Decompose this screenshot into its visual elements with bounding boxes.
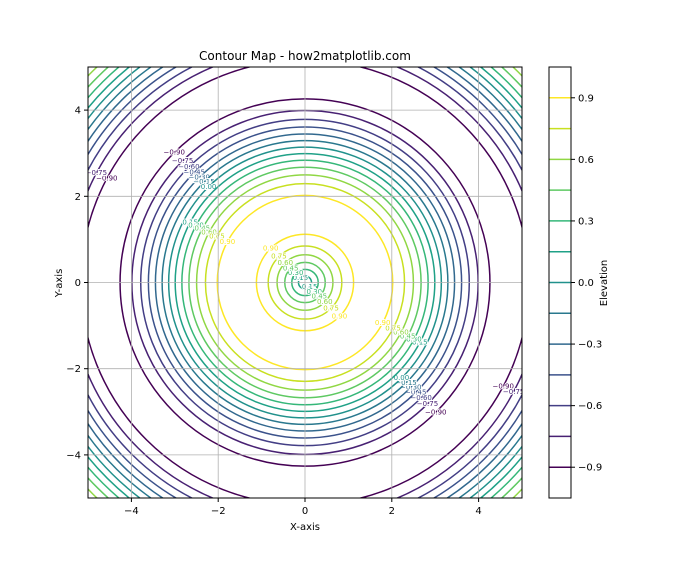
contour-label: 0.60 (393, 329, 409, 337)
x-axis-label: X-axis (290, 522, 320, 533)
colorbar-label: Elevation (599, 260, 610, 306)
contour-label: −0.15 (395, 379, 416, 387)
contour-label: −0.60 (410, 394, 431, 402)
x-tick-label: 4 (475, 506, 481, 517)
colorbar-tick-label: 0.6 (578, 155, 594, 166)
x-tick-label: −2 (211, 506, 226, 517)
y-tick-label: 4 (75, 106, 81, 117)
contour-label: −0.90 (425, 408, 446, 416)
contour-label: −0.60 (178, 163, 199, 171)
contour-label: 0.75 (271, 253, 287, 261)
y-axis-label: Y-axis (54, 269, 65, 299)
contour-label: −0.75 (86, 169, 107, 177)
contour-label: 0.30 (288, 269, 304, 277)
colorbar-tick-label: 0.3 (578, 216, 594, 227)
contour-label: 0.60 (201, 228, 217, 236)
colorbar-tick-label: 0.0 (578, 278, 594, 289)
y-tick-label: 0 (75, 278, 81, 289)
contour-label: −0.45 (184, 169, 205, 177)
contour-label: 0.75 (385, 325, 401, 333)
y-tick-label: −2 (66, 364, 81, 375)
contour-label: 0.15 (293, 274, 309, 282)
contour-label: 0.90 (220, 238, 236, 246)
contour-label: 0.90 (332, 313, 348, 321)
contour-label: −0.75 (172, 157, 193, 165)
contour-label: 0.45 (400, 332, 416, 340)
contour-label: 0.45 (283, 264, 299, 272)
axes-frame (87, 66, 523, 499)
x-tick-label: −4 (124, 506, 139, 517)
contour-label: 0.45 (195, 225, 211, 233)
contour-label: 0.30 (307, 288, 323, 296)
contour-label: 0.30 (406, 336, 422, 344)
contour-label: 0.45 (312, 293, 328, 301)
y-tick-label: −4 (66, 450, 81, 461)
colorbar-tick-label: 0.9 (578, 93, 594, 104)
x-tick-label: 0 (302, 506, 308, 517)
contour-label: −0.75 (417, 400, 438, 408)
contour-label: 0.75 (209, 232, 225, 240)
contour-label: −0.30 (400, 384, 421, 392)
contour-label: 0.15 (182, 218, 198, 226)
colorbar-tick-label: −0.6 (578, 401, 602, 412)
contour-label: 0.30 (188, 221, 204, 229)
contour-label: 0.90 (375, 319, 391, 327)
contour-label: −0.90 (96, 175, 117, 183)
contour-label: 0.00 (201, 183, 217, 191)
contour-label: 0.60 (277, 259, 293, 267)
contour-label: −0.75 (503, 388, 524, 396)
contour-label: 0.60 (317, 298, 333, 306)
contour-label: 0.15 (412, 339, 428, 347)
contour-label: −0.90 (492, 382, 513, 390)
x-tick-label: 2 (389, 506, 395, 517)
chart-title: Contour Map - how2matplotlib.com (199, 49, 411, 63)
contour-label: 0.15 (302, 283, 318, 291)
colorbar-tick-label: −0.9 (578, 463, 602, 474)
contour-label: −0.45 (405, 388, 426, 396)
contour-label: 0.75 (323, 304, 339, 312)
contour-label: −0.30 (189, 173, 210, 181)
y-tick-label: 2 (75, 192, 81, 203)
contour-label: 0.90 (263, 244, 279, 252)
contour-label: −0.90 (163, 149, 184, 157)
colorbar-tick-label: −0.3 (578, 340, 602, 351)
contour-label: 0.00 (394, 374, 410, 382)
contour-label: −0.15 (193, 178, 214, 186)
